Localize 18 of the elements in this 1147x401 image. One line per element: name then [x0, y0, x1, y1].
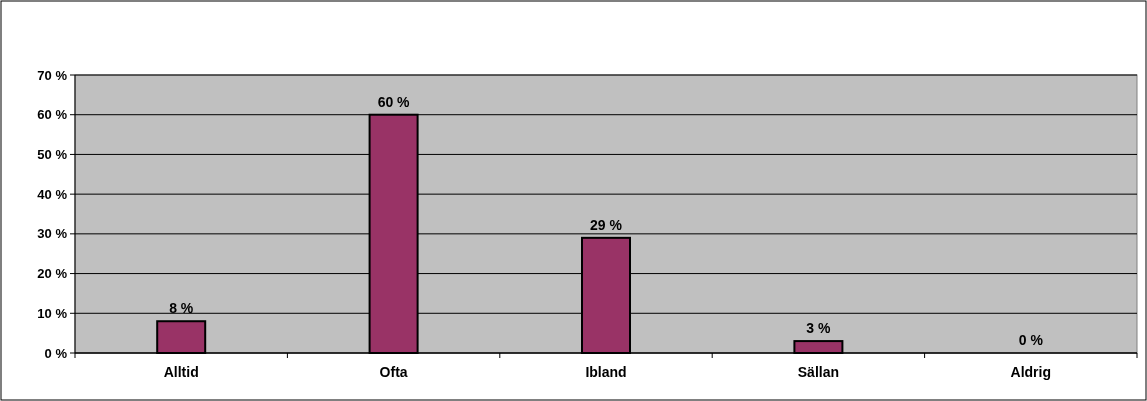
- data-label: 0 %: [1018, 332, 1044, 348]
- data-label: 29 %: [590, 216, 623, 233]
- data-label: 8 %: [169, 300, 194, 317]
- y-tick-label: 30 %: [37, 226, 68, 242]
- data-label: 60 %: [377, 93, 411, 110]
- x-tick-label: Alltid: [163, 364, 199, 380]
- y-tick-label: 60 %: [37, 107, 68, 123]
- data-label: 3 %: [806, 320, 832, 337]
- y-tick-label: 70 %: [37, 67, 68, 83]
- y-tick-label: 50 %: [37, 146, 68, 162]
- y-tick-label: 40 %: [37, 186, 68, 202]
- y-tick-label: 0 %: [44, 345, 68, 361]
- x-tick-label: Ofta: [379, 364, 408, 380]
- y-tick-label: 10 %: [37, 305, 68, 321]
- x-tick-label: Aldrig: [1010, 364, 1052, 380]
- x-tick-label: Ibland: [585, 364, 627, 380]
- x-tick-label: Sällan: [797, 364, 840, 380]
- y-tick-label: 20 %: [37, 266, 68, 282]
